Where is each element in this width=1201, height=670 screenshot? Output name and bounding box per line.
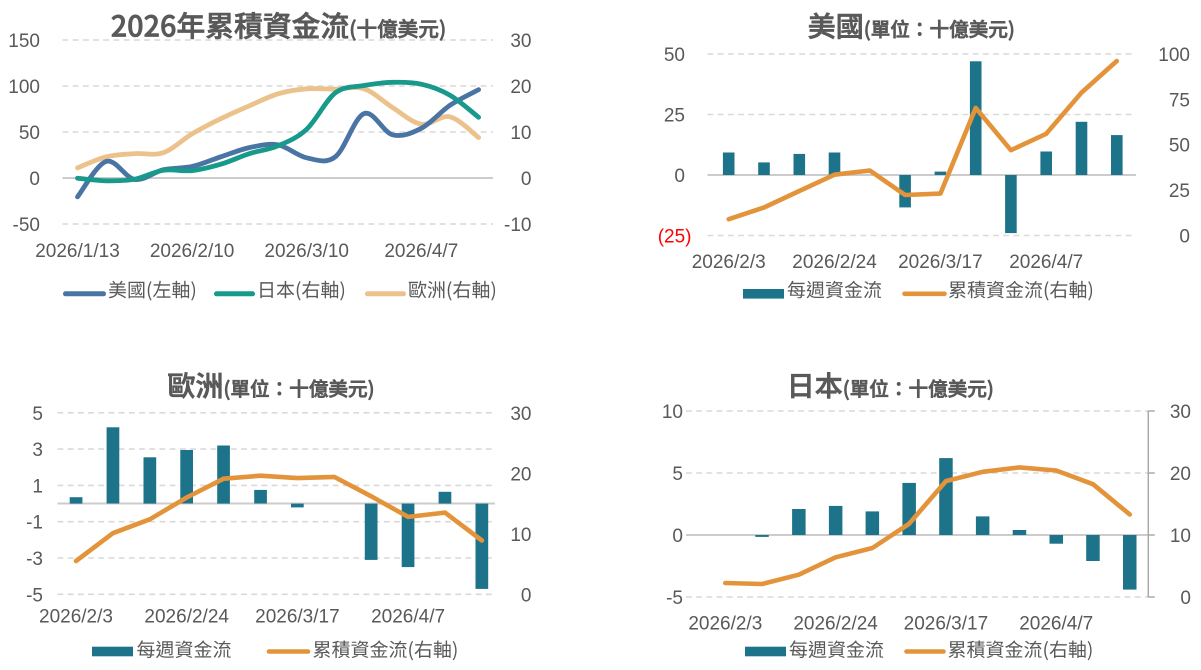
svg-text:2026/4/7: 2026/4/7 (384, 241, 458, 262)
svg-text:-3: -3 (26, 549, 43, 570)
svg-text:2026/2/3: 2026/2/3 (692, 252, 766, 273)
svg-text:2026/2/24: 2026/2/24 (793, 614, 878, 635)
svg-text:-5: -5 (26, 585, 43, 606)
svg-text:2026/2/3: 2026/2/3 (39, 607, 113, 628)
svg-text:30: 30 (1170, 402, 1191, 423)
svg-text:0: 0 (1179, 227, 1190, 248)
svg-text:2026/3/10: 2026/3/10 (264, 241, 349, 262)
svg-text:50: 50 (19, 123, 40, 144)
svg-text:0: 0 (521, 585, 532, 606)
svg-text:5: 5 (672, 464, 683, 485)
svg-text:2026/4/7: 2026/4/7 (371, 607, 445, 628)
svg-text:5: 5 (32, 404, 43, 425)
svg-text:10: 10 (1170, 526, 1191, 547)
svg-text:20: 20 (510, 77, 531, 98)
svg-text:2026/2/24: 2026/2/24 (792, 252, 877, 273)
svg-text:2026/3/17: 2026/3/17 (898, 252, 983, 273)
svg-text:0: 0 (29, 169, 40, 190)
svg-text:0: 0 (672, 526, 683, 547)
svg-text:2026/2/10: 2026/2/10 (150, 241, 235, 262)
svg-text:1: 1 (32, 476, 43, 497)
svg-text:20: 20 (510, 464, 531, 485)
svg-text:2026/3/17: 2026/3/17 (904, 614, 989, 635)
svg-text:0: 0 (674, 166, 685, 187)
svg-text:10: 10 (510, 123, 531, 144)
svg-text:100: 100 (1158, 45, 1190, 66)
svg-text:(25): (25) (658, 227, 692, 248)
svg-text:30: 30 (510, 404, 531, 425)
svg-text:2026/4/7: 2026/4/7 (1009, 252, 1083, 273)
svg-text:2026/2/24: 2026/2/24 (144, 607, 229, 628)
svg-text:25: 25 (664, 106, 685, 127)
svg-text:150: 150 (8, 31, 40, 52)
svg-text:2026/1/13: 2026/1/13 (35, 241, 120, 262)
svg-text:100: 100 (8, 77, 40, 98)
svg-text:10: 10 (510, 525, 531, 546)
svg-text:2026/2/3: 2026/2/3 (688, 614, 762, 635)
svg-text:20: 20 (1170, 464, 1191, 485)
svg-text:50: 50 (1169, 136, 1190, 157)
svg-text:25: 25 (1169, 181, 1190, 202)
svg-text:3: 3 (32, 440, 43, 461)
svg-text:0: 0 (521, 169, 532, 190)
svg-text:0: 0 (1180, 588, 1191, 609)
svg-text:-50: -50 (13, 215, 40, 236)
svg-text:2026/3/17: 2026/3/17 (255, 607, 340, 628)
svg-text:-10: -10 (504, 215, 531, 236)
svg-text:10: 10 (662, 402, 683, 423)
svg-text:50: 50 (664, 45, 685, 66)
svg-text:30: 30 (510, 31, 531, 52)
svg-text:2026/4/7: 2026/4/7 (1019, 614, 1093, 635)
svg-text:75: 75 (1169, 90, 1190, 111)
svg-text:-5: -5 (666, 588, 683, 609)
svg-text:-1: -1 (26, 513, 43, 534)
